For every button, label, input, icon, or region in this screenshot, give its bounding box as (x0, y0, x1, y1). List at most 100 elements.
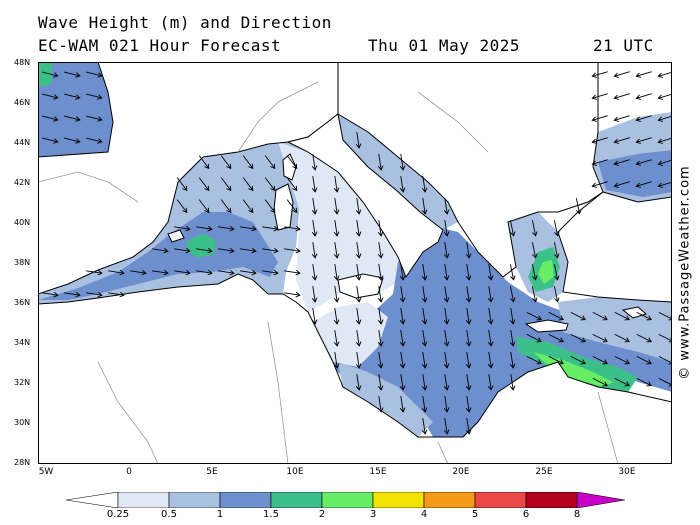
wave-arrow-head (226, 163, 232, 170)
wave-arrow-shaft (152, 248, 168, 252)
wave-arrow-head (421, 363, 428, 369)
wave-arrow-shaft (548, 311, 564, 321)
wave-arrow-shaft (636, 311, 652, 321)
wave-arrow-head (399, 165, 406, 171)
wave-arrow-head (465, 319, 472, 325)
wave-arrow-head (443, 253, 450, 259)
wave-arrow-head (657, 182, 664, 188)
wave-arrow-shaft (86, 115, 102, 121)
wave-arrow-shaft (334, 242, 338, 258)
wave-arrow-head (591, 72, 598, 78)
colorbar-tick-label: 0.25 (106, 509, 130, 520)
wave-arrow-shaft (636, 159, 652, 165)
wave-arrow-shaft (570, 311, 586, 321)
wave-arrow-head (204, 163, 210, 170)
wave-arrow-shaft (658, 311, 672, 320)
wave-arrow-head (311, 297, 318, 303)
wave-arrow-shaft (356, 220, 360, 236)
wave-arrow-head (558, 337, 564, 343)
wave-arrow-shaft (86, 292, 102, 296)
wave-arrow-shaft (592, 71, 608, 77)
wave-arrow-head (635, 138, 642, 144)
wave-arrow-shaft (284, 248, 300, 252)
wave-arrow-head (311, 165, 318, 171)
colorbar-tick-label: 1 (216, 509, 224, 520)
wave-arrow-head (532, 253, 538, 259)
wave-arrow-head (613, 138, 620, 144)
wave-arrow-head (657, 138, 664, 144)
wave-arrow-head (487, 341, 494, 347)
wave-arrow-head (251, 247, 257, 254)
colorbar-tick-label: 6 (522, 509, 530, 520)
wave-arrow-shaft (592, 355, 608, 365)
wave-arrow-shaft (86, 137, 102, 143)
wave-arrow-shaft (526, 355, 542, 365)
wave-arrow-head (510, 231, 516, 237)
wave-arrow-head (333, 341, 340, 347)
wave-arrow-head (602, 337, 608, 343)
wave-arrow-head (53, 138, 59, 144)
lon-label-5e: 5E (206, 467, 218, 477)
wave-arrow-shaft (356, 352, 360, 368)
wave-arrow-shaft (86, 93, 102, 99)
wave-arrow-shaft (422, 330, 426, 346)
wave-arrow-shaft (196, 248, 212, 252)
wave-arrow-head (333, 253, 340, 259)
wave-arrow-head (558, 315, 564, 321)
wave-arrow-head (554, 231, 560, 237)
wave-arrow-head (204, 207, 210, 214)
wave-arrow-shaft (196, 270, 212, 274)
colorbar-under-triangle (66, 492, 119, 508)
wave-arrow-head (229, 247, 235, 254)
wave-arrow-head (580, 315, 586, 321)
wave-arrow-shaft (378, 330, 382, 346)
wave-arrow-shaft (262, 270, 278, 274)
wave-arrow-head (355, 363, 362, 369)
wave-arrow-shaft (242, 177, 254, 191)
wave-arrow-head (75, 291, 81, 298)
wave-arrow-head (355, 297, 362, 303)
wave-arrow-head (635, 160, 642, 166)
wave-arrow-head (487, 363, 494, 369)
wave-arrow-shaft (488, 264, 492, 280)
wave-arrow-head (377, 275, 384, 281)
wave-arrow-shaft (592, 93, 608, 99)
wave-arrow-shaft (614, 71, 630, 77)
wave-arrow-shaft (174, 270, 190, 274)
wave-arrow-head (591, 138, 598, 144)
wave-arrow-head (399, 297, 406, 303)
wave-arrow-head (377, 297, 384, 303)
wave-arrow-head (443, 363, 450, 369)
wave-arrow-head (487, 297, 494, 303)
wave-arrow-head (355, 253, 362, 259)
wave-arrow-shaft (42, 71, 58, 77)
wave-arrow-head (487, 385, 494, 391)
wave-arrow-shaft (240, 226, 256, 230)
wave-arrow-head (509, 341, 516, 347)
wave-arrow-head (646, 315, 652, 321)
wave-arrow-head (248, 207, 254, 214)
colorbar-swatch (321, 492, 374, 508)
wave-arrow-head (465, 341, 472, 347)
wave-arrow-shaft (334, 352, 338, 368)
lon-label-0: 0 (126, 467, 132, 477)
wave-arrow-head (443, 385, 450, 391)
colorbar-tick-label: 1.5 (263, 509, 279, 520)
wave-arrow-head (251, 225, 257, 232)
wave-arrow-head (355, 209, 362, 215)
wave-arrow-shaft (108, 292, 124, 296)
wave-arrow-head (613, 94, 620, 100)
wave-arrow-shaft (509, 264, 515, 280)
wave-arrow-head (163, 247, 169, 254)
wave-arrow-head (248, 163, 254, 170)
wave-map[interactable] (38, 62, 672, 464)
wave-arrow-head (229, 225, 235, 232)
wave-arrow-shaft (242, 155, 254, 169)
wave-arrow-shaft (400, 330, 404, 346)
wave-arrow-head (75, 72, 81, 78)
lat-label-36n: 36N (14, 298, 31, 307)
wave-arrow-shaft (510, 374, 514, 390)
wave-arrow-head (576, 209, 582, 215)
wave-arrow-shaft (614, 311, 630, 321)
land-sicily (337, 273, 384, 299)
